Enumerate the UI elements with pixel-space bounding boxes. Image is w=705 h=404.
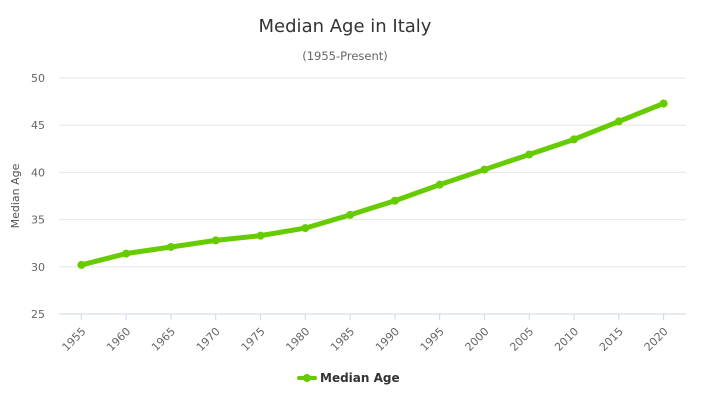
series-line-median-age (78, 100, 667, 268)
y-axis-ticks: 25 30 35 40 45 50 (31, 72, 45, 321)
x-tick-label: 1975 (239, 325, 268, 354)
y-tick-label: 30 (31, 261, 45, 274)
x-tick-label: 1990 (373, 325, 402, 354)
x-tick-label: 1995 (418, 325, 447, 354)
data-point[interactable] (346, 210, 355, 219)
data-point[interactable] (256, 231, 265, 240)
legend-swatch-marker (303, 374, 311, 382)
data-point[interactable] (122, 249, 131, 258)
data-point[interactable] (480, 165, 489, 174)
y-tick-label: 25 (31, 308, 45, 321)
data-point[interactable] (659, 99, 668, 108)
chart-subtitle: (1955-Present) (302, 49, 388, 63)
y-tick-label: 35 (31, 214, 45, 227)
grid-lines (59, 77, 686, 315)
y-axis-label: Median Age (9, 163, 22, 228)
series-group (77, 99, 668, 269)
data-point[interactable] (435, 180, 444, 189)
x-tick-label: 1980 (283, 325, 312, 354)
y-tick-label: 45 (31, 119, 45, 132)
x-tick-label: 1970 (194, 325, 223, 354)
data-point[interactable] (211, 236, 220, 245)
x-tick-label: 1955 (60, 325, 89, 354)
y-tick-label: 50 (31, 72, 45, 85)
x-tick-label: 2000 (463, 325, 492, 354)
legend[interactable]: Median Age (297, 371, 400, 385)
x-axis-ticks: 1955 1960 1965 1970 1975 1980 1985 1990 1995 2000… (60, 314, 671, 354)
chart-title: Median Age in Italy (259, 16, 432, 37)
x-tick-label: 1985 (328, 325, 357, 354)
x-tick-label: 2005 (507, 325, 536, 354)
data-point[interactable] (525, 150, 534, 159)
data-point[interactable] (614, 117, 623, 126)
legend-item-median-age[interactable]: Median Age (320, 371, 400, 385)
data-point[interactable] (390, 196, 399, 205)
x-tick-label: 2010 (552, 325, 581, 354)
x-tick-label: 2020 (642, 325, 671, 354)
y-tick-label: 40 (31, 166, 45, 179)
x-tick-label: 1965 (149, 325, 178, 354)
data-point[interactable] (570, 135, 579, 144)
x-tick-label: 1960 (104, 325, 133, 354)
x-tick-label: 2015 (597, 325, 626, 354)
data-point[interactable] (77, 260, 86, 269)
data-point[interactable] (301, 224, 310, 233)
data-point[interactable] (166, 242, 175, 251)
